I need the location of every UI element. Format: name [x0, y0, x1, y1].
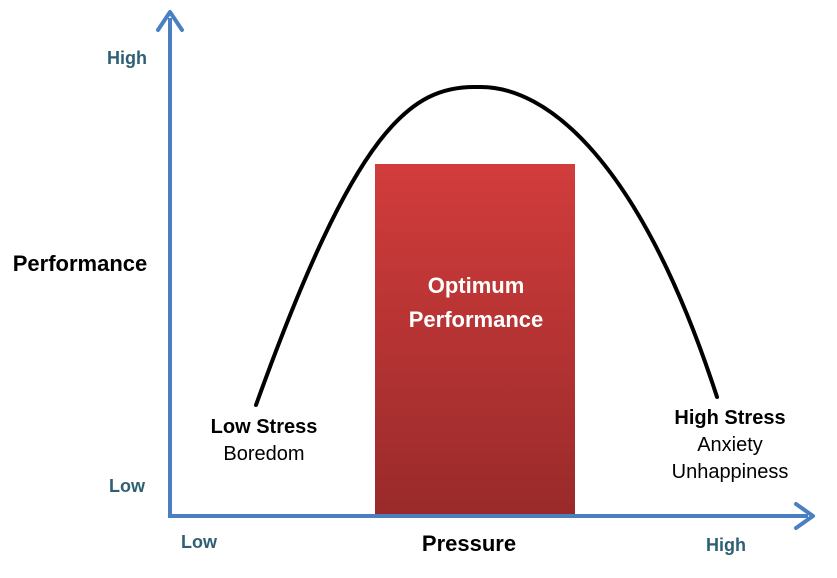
x-axis-low-label: Low	[181, 532, 218, 552]
x-axis-title: Pressure	[422, 531, 516, 556]
low-stress-description: Boredom	[223, 443, 304, 465]
performance-curve	[254, 84, 719, 407]
y-axis-arrowhead	[156, 10, 184, 32]
high-stress-title: High Stress	[674, 407, 785, 429]
y-axis-title: Performance	[13, 251, 148, 276]
optimum-label-line2: Performance	[409, 307, 544, 332]
x-axis-arrowhead	[794, 502, 815, 530]
high-stress-line1: Anxiety	[697, 434, 763, 456]
x-axis-high-label: High	[706, 535, 746, 555]
optimum-label-line1: Optimum	[428, 273, 525, 298]
high-stress-line2: Unhappiness	[672, 461, 789, 483]
y-axis-low-label: Low	[109, 476, 146, 496]
y-axis-high-label: High	[107, 48, 147, 68]
optimum-performance-zone	[375, 164, 575, 516]
low-stress-title: Low Stress	[211, 416, 318, 438]
